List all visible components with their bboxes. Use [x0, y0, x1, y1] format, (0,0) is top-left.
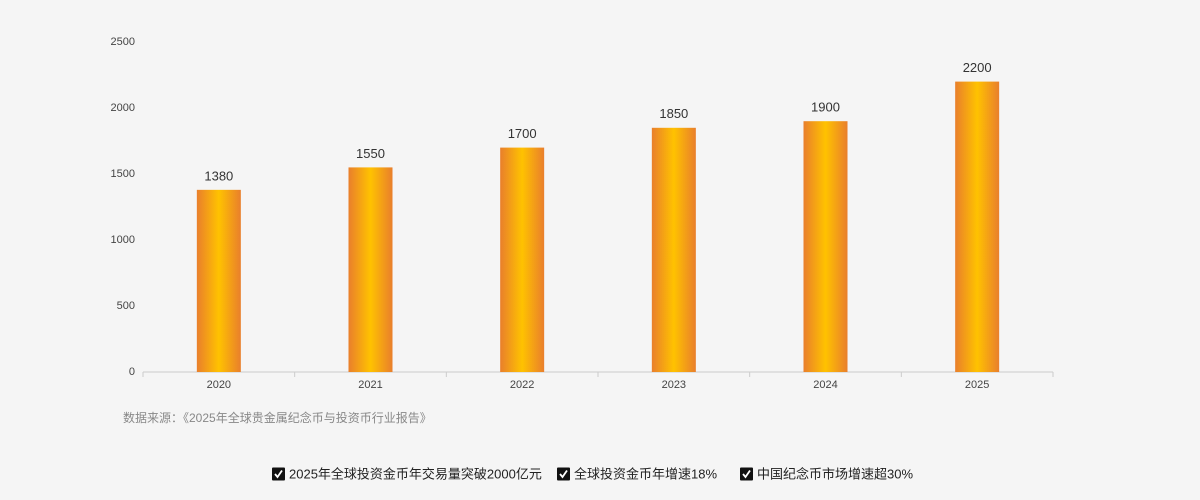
bar	[803, 121, 848, 372]
checkmark	[274, 469, 283, 479]
x-tick-label: 2024	[813, 379, 837, 391]
highlight-text: 全球投资金币年增速18%	[574, 466, 717, 481]
highlight-text: 2025年全球投资金币年交易量突破2000亿元	[289, 466, 542, 481]
data-label: 1850	[659, 106, 688, 121]
bar	[651, 127, 696, 372]
checkmark	[559, 469, 568, 479]
data-label: 1700	[508, 126, 537, 141]
data-label: 1380	[204, 168, 233, 183]
y-tick-label: 2500	[111, 36, 135, 48]
x-tick-label: 2020	[207, 379, 231, 391]
x-tick-label: 2025	[965, 379, 989, 391]
x-tick-label: 2021	[358, 379, 382, 391]
highlight-item[interactable]: 全球投资金币年增速18%	[557, 466, 717, 481]
y-tick-label: 500	[117, 300, 135, 312]
y-tick-label: 1500	[111, 168, 135, 180]
bar	[955, 81, 1000, 372]
highlight-item[interactable]: 中国纪念币市场增速超30%	[740, 466, 913, 481]
x-tick-label: 2023	[662, 379, 686, 391]
data-label: 1900	[811, 100, 840, 115]
y-tick-label: 1000	[111, 234, 135, 246]
bar	[348, 167, 393, 372]
highlight-item[interactable]: 2025年全球投资金币年交易量突破2000亿元	[272, 466, 542, 481]
y-tick-label: 0	[129, 366, 135, 378]
x-tick-label: 2022	[510, 379, 534, 391]
checkmark	[742, 469, 751, 479]
source-note: 数据来源：《2025年全球贵金属纪念币与投资币行业报告》	[123, 410, 432, 425]
bar	[196, 189, 241, 372]
data-label: 1550	[356, 146, 385, 161]
data-label: 2200	[963, 60, 992, 75]
highlight-text: 中国纪念币市场增速超30%	[757, 466, 913, 481]
y-tick-label: 2000	[111, 102, 135, 114]
bar	[500, 147, 545, 372]
